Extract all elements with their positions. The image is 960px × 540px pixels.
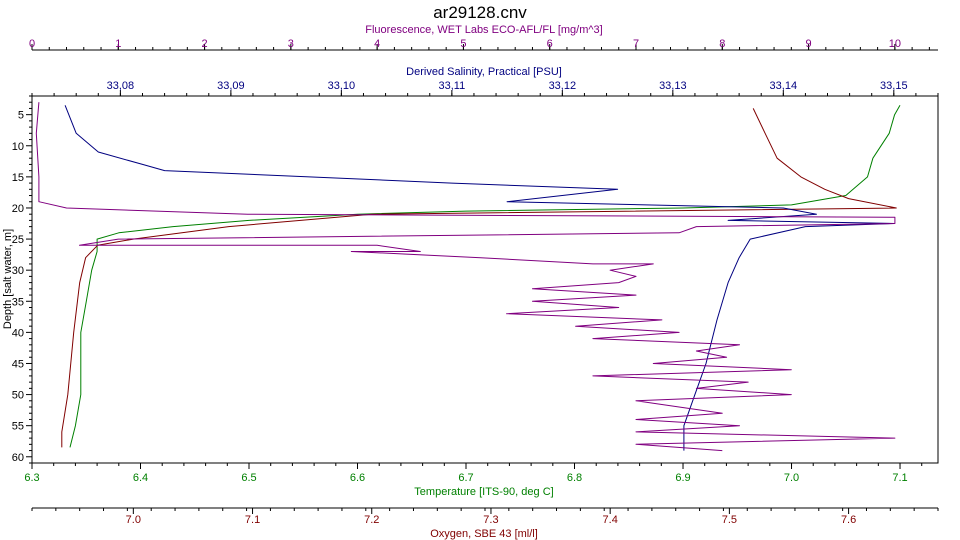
fluorescence-tick-label: 6 — [547, 38, 553, 50]
oxygen-tick-label: 7.5 — [722, 514, 737, 526]
depth-tick-label: 60 — [12, 452, 24, 464]
oxygen-tick-label: 7.6 — [841, 514, 856, 526]
salinity-tick-label: 33,08 — [107, 80, 135, 92]
depth-axis-ticks: 5 10 15 20 25 30 35 40 45 50 55 60 — [12, 95, 32, 464]
salinity-tick-label: 33,09 — [217, 80, 245, 92]
temperature-tick-label: 6.4 — [133, 472, 148, 484]
depth-tick-label: 35 — [12, 296, 24, 308]
salinity-axis-ticks: 33,08 33,09 33,10 33,11 33,12 33,13 33,14 33,15 — [31, 80, 939, 96]
series-layer — [35, 102, 901, 452]
temperature-tick-label: 6.8 — [567, 472, 582, 484]
fluorescence-tick-label: 9 — [806, 38, 812, 50]
oxygen-profile-line — [61, 108, 897, 448]
temperature-tick-label: 7.1 — [892, 472, 907, 484]
temperature-profile-line — [69, 105, 901, 448]
fluorescence-axis-title: Fluorescence, WET Labs ECO-AFL/FL [mg/m^… — [365, 24, 602, 36]
depth-tick-label: 50 — [12, 390, 24, 402]
temperature-axis-ticks: 6.3 6.4 6.5 6.6 6.7 6.8 6.9 7.0 7.1 — [24, 463, 923, 484]
fluorescence-tick-label: 3 — [288, 38, 294, 50]
oxygen-tick-label: 7.2 — [364, 514, 379, 526]
salinity-profile-line — [64, 105, 895, 451]
fluorescence-tick-label: 0 — [29, 38, 35, 50]
salinity-tick-label: 33,11 — [438, 80, 465, 92]
temperature-axis-title: Temperature [ITS-90, deg C] — [414, 486, 553, 498]
plot-area — [31, 95, 939, 464]
temperature-tick-label: 6.5 — [241, 472, 256, 484]
temperature-tick-label: 6.3 — [24, 472, 39, 484]
depth-tick-label: 30 — [12, 265, 24, 277]
fluorescence-tick-label: 5 — [460, 38, 466, 50]
fluorescence-tick-label: 10 — [889, 38, 901, 50]
salinity-tick-label: 33,14 — [770, 80, 798, 92]
oxygen-axis-title: Oxygen, SBE 43 [ml/l] — [430, 528, 538, 540]
salinity-tick-label: 33,12 — [549, 80, 577, 92]
oxygen-axis-ticks: 7.0 7.1 7.2 7.3 7.4 7.5 7.6 — [31, 508, 939, 526]
depth-tick-label: 5 — [18, 110, 24, 122]
temperature-tick-label: 7.0 — [784, 472, 799, 484]
temperature-tick-label: 6.7 — [458, 472, 473, 484]
depth-axis-title: Depth [salt water, m] — [2, 229, 14, 329]
fluorescence-profile-line — [35, 102, 896, 452]
oxygen-tick-label: 7.1 — [245, 514, 260, 526]
chart-title: ar29128.cnv — [433, 3, 527, 22]
salinity-tick-label: 33,13 — [659, 80, 687, 92]
fluorescence-tick-label: 4 — [374, 38, 380, 50]
oxygen-tick-label: 7.4 — [603, 514, 618, 526]
depth-tick-label: 25 — [12, 234, 24, 246]
salinity-tick-label: 33,15 — [880, 80, 908, 92]
depth-tick-label: 55 — [12, 421, 24, 433]
oxygen-tick-label: 7.3 — [483, 514, 498, 526]
fluorescence-tick-label: 2 — [202, 38, 208, 50]
depth-tick-label: 45 — [12, 358, 24, 370]
fluorescence-axis-ticks: 0 1 2 3 4 5 6 7 8 9 10 — [29, 38, 930, 50]
salinity-axis-title: Derived Salinity, Practical [PSU] — [406, 66, 562, 78]
fluorescence-tick-label: 7 — [633, 38, 639, 50]
depth-tick-label: 10 — [12, 141, 24, 153]
depth-tick-label: 20 — [12, 203, 24, 215]
temperature-tick-label: 6.6 — [350, 472, 365, 484]
fluorescence-tick-label: 8 — [719, 38, 725, 50]
oxygen-tick-label: 7.0 — [126, 514, 141, 526]
fluorescence-tick-label: 1 — [115, 38, 121, 50]
depth-tick-label: 40 — [12, 327, 24, 339]
depth-tick-label: 15 — [12, 172, 24, 184]
temperature-tick-label: 6.9 — [675, 472, 690, 484]
salinity-tick-label: 33,10 — [328, 80, 356, 92]
